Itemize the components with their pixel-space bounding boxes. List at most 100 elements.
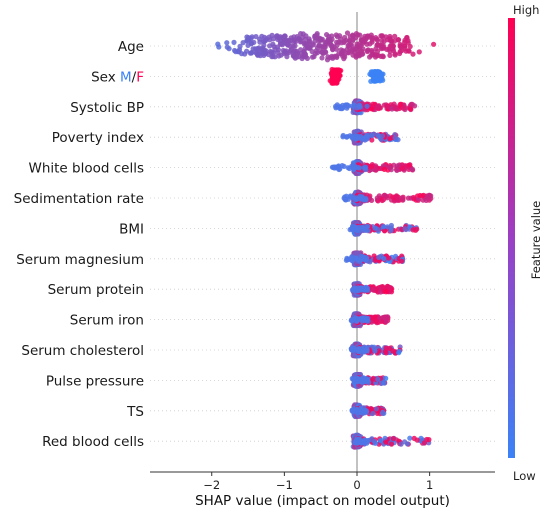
shap-point [379, 38, 385, 44]
shap-point [344, 30, 351, 36]
shap-point [352, 285, 358, 291]
shap-point [360, 377, 367, 383]
shap-point [355, 51, 361, 57]
feature-label: Serum protein [48, 282, 144, 298]
shap-point [382, 314, 388, 320]
shap-point [392, 33, 398, 40]
shap-point [414, 437, 420, 443]
shap-point [283, 48, 289, 54]
shap-point [357, 439, 363, 445]
shap-point [431, 41, 437, 47]
shap-point [394, 167, 400, 173]
shap-point [277, 34, 283, 40]
shap-point [330, 78, 336, 84]
shap-point [331, 54, 337, 60]
shap-point [387, 136, 393, 142]
shap-point [398, 44, 404, 51]
shap-point [397, 101, 403, 107]
shap-point [398, 441, 404, 447]
shap-point [253, 34, 259, 40]
shap-point [374, 48, 381, 55]
shap-point [305, 42, 311, 48]
shap-point [423, 197, 429, 203]
shap-point [369, 133, 375, 139]
shap-point [407, 435, 413, 441]
shap-point [333, 46, 340, 52]
x-ticks: −2 −1 0 1 [203, 472, 433, 492]
shap-point [368, 78, 374, 84]
shap-point [369, 47, 375, 54]
shap-point [264, 36, 270, 42]
shap-point [416, 49, 422, 55]
shap-point [261, 47, 268, 53]
shap-point [292, 55, 298, 61]
shap-point [373, 406, 379, 412]
feature-label: TS [126, 404, 144, 420]
shap-point [345, 43, 351, 49]
feature-label: Serum magnesium [16, 252, 144, 268]
shap-point [403, 48, 409, 54]
shap-point [375, 133, 382, 139]
shap-point [345, 256, 351, 262]
shap-point [339, 105, 346, 111]
shap-point [338, 51, 345, 57]
shap-point [381, 228, 388, 234]
shap-point [407, 224, 413, 230]
shap-point [270, 53, 276, 60]
shap-point [319, 55, 325, 61]
feature-label: BMI [119, 221, 144, 237]
shap-point [384, 104, 391, 110]
shap-point [269, 32, 275, 39]
shap-point [392, 52, 398, 58]
shap-point [362, 257, 369, 263]
shap-point [384, 224, 390, 230]
shap-point [237, 43, 243, 50]
shap-point [381, 166, 387, 172]
shap-point [316, 43, 322, 49]
shap-point [407, 106, 413, 112]
shap-point [256, 51, 262, 57]
shap-point [313, 48, 319, 54]
shap-point [394, 194, 400, 200]
feature-label: Red blood cells [42, 434, 144, 450]
shap-point [405, 195, 411, 201]
shap-point [369, 197, 375, 203]
shap-point [314, 30, 320, 37]
shap-point [390, 48, 397, 54]
shap-point [361, 38, 367, 45]
shap-point [352, 224, 358, 230]
shap-point [342, 34, 348, 41]
shap-point [319, 49, 325, 55]
shap-point [381, 224, 387, 230]
shap-point [322, 39, 328, 46]
shap-point [344, 134, 350, 140]
shap-point [381, 256, 387, 262]
shap-point [224, 40, 230, 46]
shap-point [324, 31, 330, 38]
shap-point [321, 44, 327, 50]
shap-point [364, 224, 370, 230]
shap-point [372, 348, 378, 354]
shap-point [360, 315, 366, 321]
shap-point [249, 34, 255, 40]
shap-point [224, 44, 230, 50]
shap-point [332, 70, 338, 76]
shap-point [364, 347, 370, 354]
shap-point [383, 289, 389, 295]
shap-point [334, 34, 340, 40]
shap-point [386, 46, 392, 52]
shap-point [355, 376, 361, 382]
shap-point [400, 197, 406, 203]
shap-point [352, 379, 358, 385]
sex-male: M [120, 69, 132, 85]
shap-point [236, 49, 242, 55]
shap-point [387, 164, 393, 171]
shap-point [412, 103, 418, 109]
shap-point [368, 52, 374, 58]
shap-point [375, 376, 381, 382]
shap-point [309, 54, 316, 60]
colorbar-low-label: Low [513, 469, 536, 483]
shap-point [370, 35, 376, 41]
shap-point [345, 165, 351, 171]
